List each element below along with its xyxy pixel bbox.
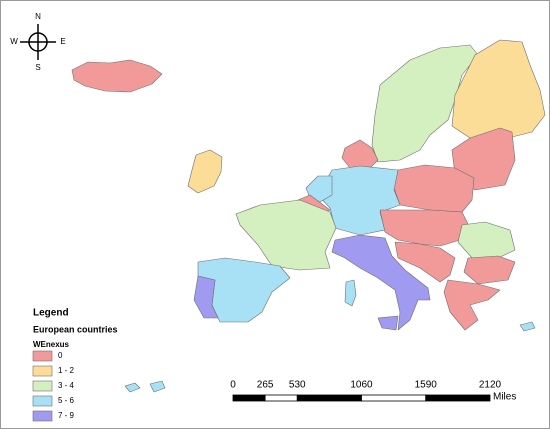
portugal [193,275,219,319]
scale-label: 1590 [415,380,438,391]
countries [71,39,546,393]
compass-w: W [10,37,18,46]
finland [451,39,546,141]
canary-islands-2 [149,380,166,393]
legend-swatch [32,350,53,362]
scale-label: 1060 [350,380,373,391]
legend-field: WEnexus [33,340,70,349]
greece [443,279,501,331]
legend-label: 0 [58,351,63,360]
legend-layer: European countries [33,324,118,334]
legend-label: 1 - 2 [58,366,75,375]
central-europe [379,209,471,247]
compass-e: E [60,37,65,46]
scale-unit: Miles [493,392,516,403]
legend-label: 3 - 4 [58,381,75,390]
denmark [341,139,379,171]
italy [331,234,431,331]
legend-title: Legend [33,308,69,319]
poland [393,164,475,213]
scale-segment [361,394,427,402]
ireland [187,149,223,194]
legend-swatch [32,410,53,422]
legend-swatch [32,365,53,377]
scale-label: 265 [257,380,274,391]
iceland [71,59,163,93]
balkans [394,241,456,283]
scale-segment [232,394,266,402]
bulgaria [463,255,516,285]
sardinia [344,279,357,307]
compass-s: S [35,63,40,72]
scale-label: 530 [289,380,306,391]
cyprus [519,321,536,332]
legend-items: 0 1 - 2 3 - 4 5 - 6 7 - 9 [32,350,75,422]
legend-label: 7 - 9 [58,411,75,420]
france [235,199,337,271]
compass-n: N [35,12,41,21]
legend-swatch [32,395,53,407]
scale-segment [425,394,491,402]
legend-swatch [32,380,53,392]
compass [20,24,56,60]
sicily [377,315,399,331]
scale-segment [296,394,362,402]
scale-label: 2120 [479,380,502,391]
sweden [371,44,479,163]
romania [457,221,516,259]
canary-islands [124,382,141,393]
scale-label: 0 [230,380,236,391]
legend-label: 5 - 6 [58,396,75,405]
scale-segment [264,394,298,402]
